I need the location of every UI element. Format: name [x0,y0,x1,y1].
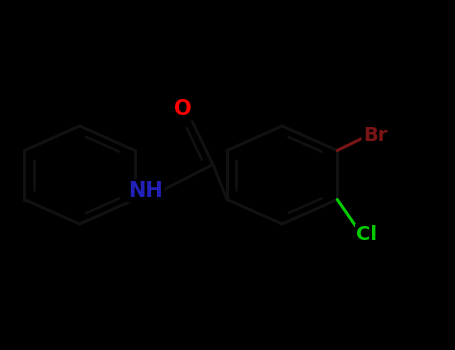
Text: Cl: Cl [356,225,377,244]
Text: O: O [174,99,192,119]
Text: NH: NH [128,181,163,201]
Text: Br: Br [363,126,387,145]
